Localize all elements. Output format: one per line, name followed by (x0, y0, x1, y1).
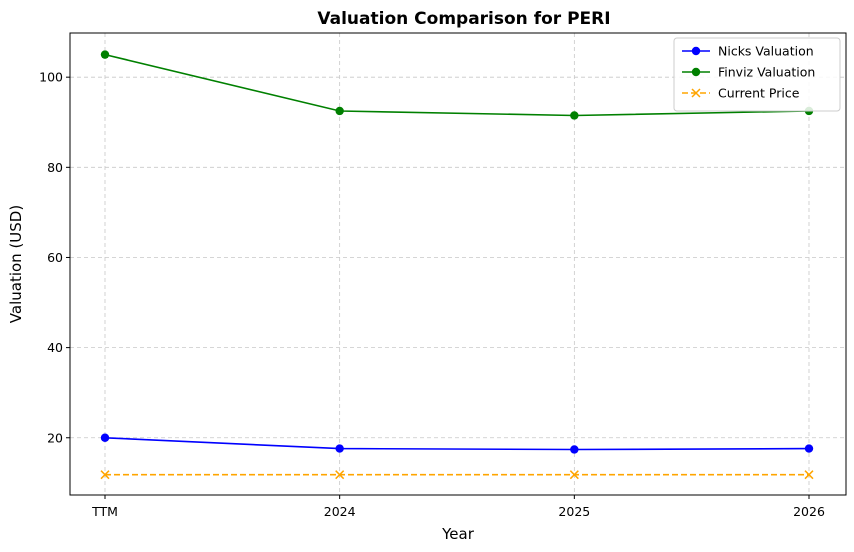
y-tick-label: 80 (47, 160, 63, 175)
series-line-finviz-valuation (104, 53, 810, 117)
legend-marker (691, 67, 701, 77)
data-point-nicks-valuation (100, 433, 110, 442)
data-point-current-price (569, 470, 579, 480)
data-point-finviz-valuation (570, 111, 579, 120)
y-tick-label: 100 (39, 70, 63, 85)
series-nicks-valuation (100, 433, 814, 454)
series-current-price (100, 470, 814, 480)
plot-area (69, 32, 847, 496)
data-point-nicks-valuation (570, 445, 579, 454)
legend-item-nicks-valuation: Nicks Valuation (682, 44, 814, 59)
legend-item-finviz-valuation: Finviz Valuation (682, 65, 815, 80)
y-tick-label: 60 (47, 250, 63, 265)
legend-label: Current Price (718, 86, 800, 101)
data-point-current-price (804, 470, 814, 480)
data-point-current-price (100, 470, 110, 480)
data-point-finviz-valuation (335, 106, 344, 116)
x-axis-label: Year (441, 525, 475, 543)
legend-marker (691, 88, 701, 98)
marker-stroke (569, 470, 579, 480)
y-tick-label: 20 (47, 430, 63, 445)
legend-item-current-price: Current Price (682, 86, 800, 101)
y-axis-label: Valuation (USD) (7, 205, 25, 323)
marker-stroke (335, 470, 345, 480)
series-line-nicks-valuation (104, 437, 810, 451)
data-point-nicks-valuation (335, 444, 344, 453)
legend-label: Nicks Valuation (718, 44, 814, 59)
data-point-current-price (335, 470, 345, 480)
x-tick-label: 2025 (558, 504, 590, 519)
marker-stroke (691, 88, 701, 98)
axis-ticks: 20 40 60 80 100 TTM 2024 2025 2026 (39, 70, 825, 519)
x-tick-label: 2024 (324, 504, 356, 519)
chart-title: Valuation Comparison for PERI (317, 9, 610, 29)
data-point-finviz-valuation (100, 50, 110, 59)
legend-box (673, 37, 841, 112)
legend-marker (691, 46, 701, 56)
legend-label: Finviz Valuation (718, 65, 815, 80)
data-point-nicks-valuation (804, 444, 814, 453)
marker-stroke (804, 470, 814, 480)
x-tick-label: TTM (91, 504, 118, 519)
legend: Nicks Valuation Finviz Valuation Current P… (673, 37, 841, 112)
y-tick-label: 40 (47, 340, 63, 355)
marker-stroke (100, 470, 110, 480)
series-layer (100, 50, 814, 480)
x-tick-label: 2026 (793, 504, 825, 519)
